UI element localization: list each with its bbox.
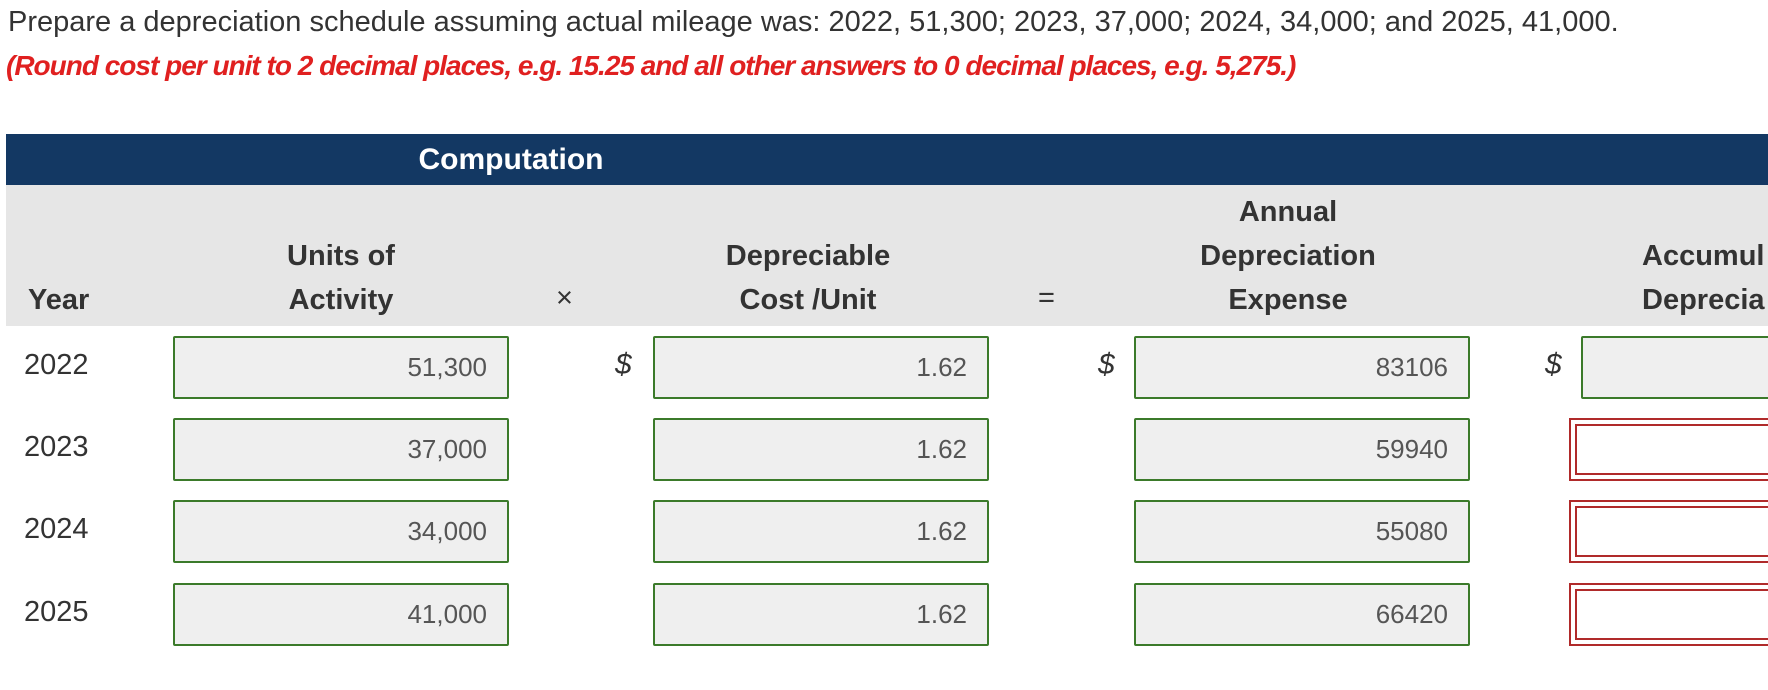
annual-input[interactable]: 59940 [1134, 418, 1470, 481]
column-header: Units of Activity [241, 234, 441, 322]
header-line: Cost /Unit [739, 284, 877, 316]
currency: $ [1098, 348, 1115, 381]
accumulated-input[interactable] [1569, 583, 1768, 646]
rounding-note: (Round cost per unit to 2 decimal places… [6, 50, 1296, 81]
cost-input[interactable]: 1.62 [653, 418, 989, 481]
accumulated-input[interactable] [1569, 500, 1768, 563]
header-line: Activity [288, 284, 394, 316]
operator: = [1038, 282, 1055, 314]
annual-input[interactable]: 83106 [1134, 336, 1470, 399]
units-input[interactable]: 34,000 [173, 500, 509, 563]
column-header: Annual Depreciation Expense [1168, 190, 1408, 322]
units-input[interactable]: 37,000 [173, 418, 509, 481]
header-line: Units of [287, 240, 395, 272]
header-line: Depreciable [725, 240, 891, 272]
cost-input[interactable]: 1.62 [653, 583, 989, 646]
currency: $ [615, 348, 632, 381]
header-line: Accumul [1642, 240, 1765, 272]
year: 2025 [24, 596, 89, 628]
section-header: Computation [418, 143, 604, 176]
header-line: Depreciation [1200, 240, 1376, 272]
accumulated-input[interactable] [1581, 336, 1768, 399]
column-header: Year [28, 284, 90, 316]
table-header-bar [6, 134, 1768, 185]
currency: $ [1545, 348, 1562, 381]
accumulated-input[interactable] [1569, 418, 1768, 481]
annual-input[interactable]: 55080 [1134, 500, 1470, 563]
header-line: Expense [1228, 284, 1348, 316]
year: 2024 [24, 513, 89, 545]
operator: × [556, 282, 573, 314]
year: 2023 [24, 431, 89, 463]
column-header: Depreciable Cost /Unit [688, 234, 928, 322]
cost-input[interactable]: 1.62 [653, 500, 989, 563]
year: 2022 [24, 349, 89, 381]
header-line: Annual [1238, 196, 1338, 228]
cost-input[interactable]: 1.62 [653, 336, 989, 399]
header-line: Deprecia [1642, 284, 1765, 316]
column-header: Accumul Deprecia [1642, 234, 1765, 322]
annual-input[interactable]: 66420 [1134, 583, 1470, 646]
units-input[interactable]: 51,300 [173, 336, 509, 399]
column-header-bar [6, 185, 1768, 326]
instruction: Prepare a depreciation schedule assuming… [8, 6, 1619, 38]
units-input[interactable]: 41,000 [173, 583, 509, 646]
